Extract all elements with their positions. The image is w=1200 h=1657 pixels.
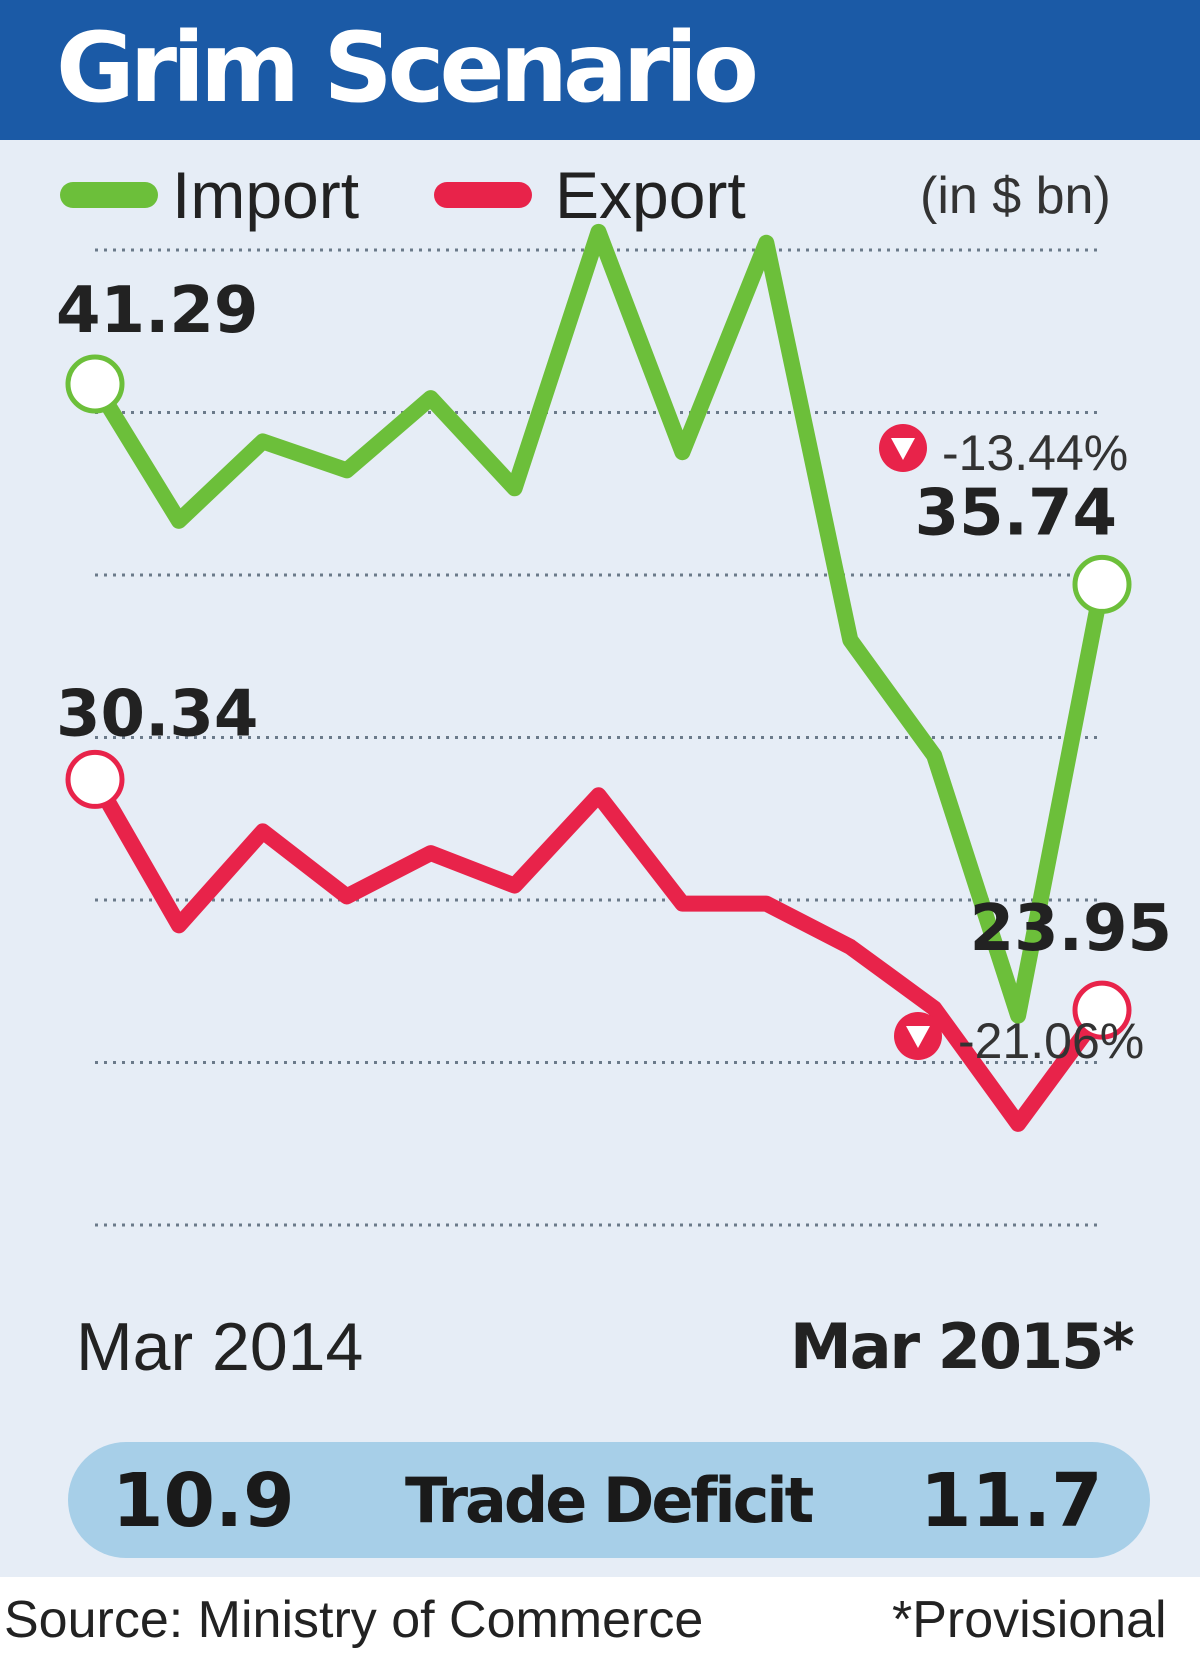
label-export-end: 23.95 xyxy=(970,892,1172,966)
label-import-change: -13.44% xyxy=(942,425,1128,481)
x-axis-end-label: Mar 2015* xyxy=(790,1310,1135,1383)
label-export-change: -21.06% xyxy=(958,1013,1144,1069)
unit-label: (in $ bn) xyxy=(920,167,1111,225)
series-lines xyxy=(87,223,1110,1132)
trade-deficit-start-value: 10.9 xyxy=(112,1458,295,1544)
label-import-start: 41.29 xyxy=(56,274,258,348)
chart-title: Grim Scenario xyxy=(56,12,759,124)
legend-import-label: Import xyxy=(172,158,360,232)
trade-deficit-end-value: 11.7 xyxy=(920,1458,1103,1544)
trade-deficit-bar xyxy=(68,1442,1150,1558)
endpoint-markers xyxy=(65,354,1132,1040)
x-axis-start-label: Mar 2014 xyxy=(76,1309,364,1385)
source-note: Source: Ministry of Commerce xyxy=(4,1591,704,1649)
trade-deficit-label: Trade Deficit xyxy=(405,1464,814,1537)
provisional-note: *Provisional xyxy=(892,1591,1167,1649)
legend-export-swatch xyxy=(434,182,532,208)
point-import-start xyxy=(65,354,125,414)
legend-export-label: Export xyxy=(555,158,746,232)
down-arrow-icon xyxy=(906,1026,930,1048)
point-import-end xyxy=(1072,554,1132,614)
down-arrow-icon xyxy=(891,438,915,460)
label-import-end: 35.74 xyxy=(915,476,1117,550)
chart-panel xyxy=(0,140,1200,1577)
point-export-start xyxy=(65,749,125,809)
series-line-import xyxy=(87,223,1110,1024)
series-line-export xyxy=(87,771,1110,1132)
legend-import-swatch xyxy=(60,182,158,208)
point-export-end xyxy=(1072,980,1132,1040)
label-export-start: 30.34 xyxy=(56,677,258,751)
data-labels: 41.29 30.34 35.74 23.95 -13.44% -21.06% xyxy=(56,274,1172,1069)
header-banner xyxy=(0,0,1200,140)
